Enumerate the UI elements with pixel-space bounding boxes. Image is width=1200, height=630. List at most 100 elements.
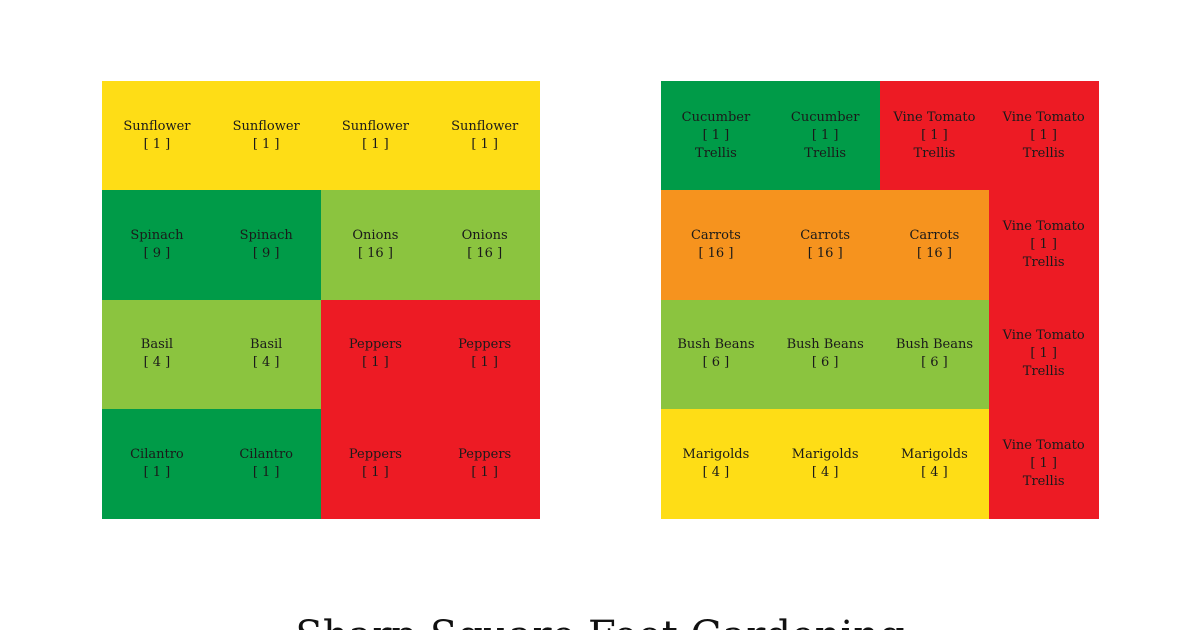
- plant-name: Spinach: [239, 228, 293, 244]
- plant-name: Vine Tomato: [1002, 219, 1085, 235]
- plant-name: Sunflower: [451, 118, 519, 134]
- plant-name: Carrots: [690, 228, 741, 244]
- plant-name: Marigolds: [791, 446, 859, 462]
- plant-name: Onions: [352, 228, 399, 244]
- support-label: Trellis: [1022, 364, 1065, 380]
- garden-square: Cilantro [ 1 ]: [211, 408, 322, 519]
- plant-count: [ 1 ]: [471, 355, 499, 371]
- plant-count: [ 6 ]: [811, 355, 839, 371]
- plant-name: Sunflower: [341, 118, 410, 134]
- plant-name: Marigolds: [682, 446, 750, 462]
- garden-square: Vine Tomato [ 1 ] Trellis: [988, 81, 1099, 191]
- plant-name: Cucumber: [790, 109, 860, 125]
- plant-count: [ 16 ]: [357, 246, 393, 262]
- garden-square: Peppers [ 1 ]: [429, 299, 540, 410]
- garden-square: Onions [ 16 ]: [320, 190, 431, 301]
- plant-count: [ 1 ]: [921, 127, 948, 143]
- garden-square: Basil [ 4 ]: [211, 299, 322, 410]
- plant-count: [ 1 ]: [252, 464, 280, 480]
- garden-square: Bush Beans [ 6 ]: [879, 299, 990, 410]
- plant-count: [ 4 ]: [921, 464, 948, 480]
- garden-square: Vine Tomato [ 1 ] Trellis: [879, 81, 990, 191]
- plant-count: [ 16 ]: [807, 246, 843, 262]
- plant-name: Vine Tomato: [1002, 437, 1085, 453]
- support-label: Trellis: [913, 145, 956, 161]
- plant-name: Peppers: [458, 446, 512, 462]
- garden-square: Carrots [ 16 ]: [770, 190, 881, 301]
- garden-square: Spinach [ 9 ]: [211, 190, 322, 301]
- garden-square: Sunflower [ 1 ]: [429, 81, 540, 191]
- garden-square: Onions [ 16 ]: [429, 190, 540, 301]
- plant-count: [ 1 ]: [471, 136, 499, 152]
- garden-square: Carrots [ 16 ]: [879, 190, 990, 301]
- plant-count: [ 1 ]: [1030, 127, 1058, 143]
- plant-name: Onions: [461, 228, 508, 244]
- support-label: Trellis: [804, 145, 847, 161]
- garden-square: Peppers [ 1 ]: [320, 408, 431, 519]
- plant-count: [ 4 ]: [252, 355, 280, 371]
- plant-name: Cilantro: [239, 446, 293, 462]
- plant-count: [ 1 ]: [143, 464, 171, 480]
- plant-count: [ 1 ]: [362, 464, 389, 480]
- plant-count: [ 6 ]: [921, 355, 948, 371]
- garden-square: Sunflower [ 1 ]: [211, 81, 322, 191]
- plant-name: Marigolds: [901, 446, 968, 462]
- plant-count: [ 1 ]: [1030, 455, 1058, 471]
- plant-count: [ 1 ]: [362, 136, 389, 152]
- plant-name: Sunflower: [232, 118, 300, 134]
- plant-name: Bush Beans: [786, 337, 864, 353]
- plant-count: [ 1 ]: [143, 136, 171, 152]
- plant-count: [ 1 ]: [1030, 346, 1058, 362]
- plant-count: [ 1 ]: [702, 127, 730, 143]
- plant-count: [ 1 ]: [362, 355, 389, 371]
- garden-square: Marigolds [ 4 ]: [879, 408, 990, 519]
- right-garden-bed: Cucumber [ 1 ] Trellis Cucumber [ 1 ] Trellis…: [661, 81, 1099, 519]
- garden-square: Bush Beans [ 6 ]: [661, 299, 771, 410]
- plant-name: Carrots: [909, 228, 960, 244]
- plant-name: Carrots: [800, 228, 851, 244]
- plant-name: Vine Tomato: [1002, 109, 1085, 125]
- plant-name: Basil: [250, 337, 283, 353]
- garden-square: Marigolds [ 4 ]: [661, 408, 771, 519]
- plant-name: Sunflower: [123, 118, 191, 134]
- plant-count: [ 9 ]: [143, 246, 171, 262]
- plant-count: [ 1 ]: [1030, 237, 1058, 253]
- garden-square: Carrots [ 16 ]: [661, 190, 771, 301]
- plant-name: Basil: [140, 337, 174, 353]
- plant-name: Cilantro: [130, 446, 184, 462]
- plant-count: [ 1 ]: [811, 127, 839, 143]
- plant-name: Bush Beans: [895, 337, 973, 353]
- plant-name: Vine Tomato: [893, 109, 976, 125]
- plant-count: [ 9 ]: [252, 246, 280, 262]
- support-label: Trellis: [1022, 255, 1065, 271]
- plant-name: Cucumber: [681, 109, 751, 125]
- garden-square: Sunflower [ 1 ]: [320, 81, 431, 191]
- garden-square: Basil [ 4 ]: [102, 299, 212, 410]
- plant-count: [ 16 ]: [698, 246, 734, 262]
- plant-name: Peppers: [348, 446, 402, 462]
- plant-name: Spinach: [130, 228, 184, 244]
- plant-count: [ 1 ]: [471, 464, 499, 480]
- garden-square: Spinach [ 9 ]: [102, 190, 212, 301]
- plant-name: Bush Beans: [677, 337, 755, 353]
- garden-square: Cilantro [ 1 ]: [102, 408, 212, 519]
- support-label: Trellis: [1022, 473, 1065, 489]
- garden-square: Peppers [ 1 ]: [320, 299, 431, 410]
- plant-count: [ 4 ]: [702, 464, 730, 480]
- plant-count: [ 4 ]: [143, 355, 171, 371]
- garden-square: Peppers [ 1 ]: [429, 408, 540, 519]
- plant-count: [ 16 ]: [467, 246, 503, 262]
- garden-square: Marigolds [ 4 ]: [770, 408, 881, 519]
- plant-count: [ 4 ]: [811, 464, 839, 480]
- garden-square: Vine Tomato [ 1 ] Trellis: [988, 190, 1099, 301]
- plant-count: [ 6 ]: [702, 355, 730, 371]
- garden-square: Cucumber [ 1 ] Trellis: [770, 81, 881, 191]
- plant-name: Vine Tomato: [1002, 328, 1085, 344]
- garden-square: Cucumber [ 1 ] Trellis: [661, 81, 771, 191]
- plant-count: [ 16 ]: [916, 246, 952, 262]
- plant-name: Peppers: [458, 337, 512, 353]
- garden-square: Bush Beans [ 6 ]: [770, 299, 881, 410]
- plant-name: Peppers: [348, 337, 402, 353]
- page-title: Sharp Square Foot Gardening: [0, 612, 1200, 630]
